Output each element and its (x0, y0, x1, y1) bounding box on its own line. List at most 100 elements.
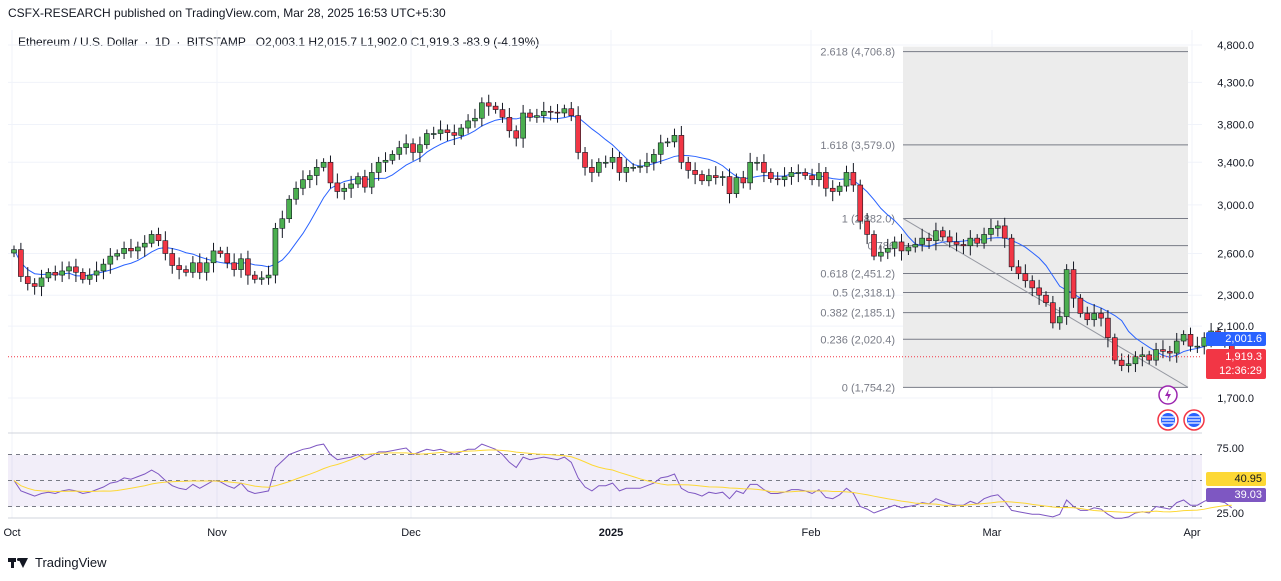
candle-body (313, 167, 320, 176)
candle-body (18, 249, 24, 277)
candle-body (692, 170, 698, 175)
candle-body (1077, 297, 1084, 314)
candle-body (375, 161, 382, 173)
fib-label: 0.236 (2,020.4) (820, 334, 895, 346)
candle-body (988, 228, 994, 235)
candle-body (967, 237, 974, 247)
candle-body (458, 127, 465, 136)
candle-body (651, 154, 657, 163)
candle-body (527, 112, 533, 118)
candle-body (368, 172, 375, 188)
candle-body (754, 161, 760, 164)
candle-body (499, 109, 506, 118)
candle-body (11, 249, 17, 254)
candle-body (141, 242, 148, 248)
candle-body (382, 159, 389, 163)
candle-body (726, 176, 733, 194)
candles (11, 94, 1235, 373)
candle-body (31, 283, 38, 287)
fib-label: 0 (1,754.2) (842, 382, 895, 394)
candle-body (657, 142, 664, 155)
candle-body (403, 143, 409, 148)
candle-body (1146, 354, 1152, 361)
lightning-icon (1165, 389, 1171, 401)
candle-body (1112, 337, 1118, 361)
candle-body (602, 161, 609, 164)
time-tick-label: Apr (1183, 527, 1200, 539)
time-tick-label: Feb (802, 527, 821, 539)
candle-body (1180, 334, 1187, 342)
candle-body (169, 253, 176, 266)
event-icons[interactable] (1157, 385, 1205, 431)
last-price-tag: 1,919.3 12:36:29 (1206, 349, 1266, 379)
candle-body (265, 274, 272, 279)
candle-body (589, 167, 595, 173)
candle-body (939, 230, 946, 238)
candle-body (774, 178, 781, 181)
tradingview-logo-icon (8, 557, 30, 569)
candle-body (410, 143, 416, 153)
candle-body (245, 258, 251, 276)
candle-body (891, 241, 898, 249)
candle-body (190, 262, 196, 273)
candle-body (52, 272, 59, 276)
candle-body (1173, 340, 1180, 354)
candle-body (823, 172, 829, 189)
candle-body (348, 183, 354, 189)
last-price-value: 1,919.3 (1225, 351, 1262, 363)
candle-body (389, 154, 396, 161)
fib-label: 1 (2,882.0) (842, 213, 895, 225)
candle-body (196, 262, 203, 273)
fib-extension-zone[interactable] (903, 46, 1188, 388)
candle-body (80, 272, 86, 280)
rsi-ma-tag: 40.95 (1206, 472, 1266, 486)
candle-body (100, 263, 107, 272)
candle-body (279, 218, 286, 229)
price-tick-label: 3,400.0 (1217, 157, 1254, 169)
price-axis[interactable]: 4,800.0 4,300.0 3,800.0 3,400.0 3,000.0 2,600… (1217, 40, 1254, 405)
candle-body (45, 272, 52, 279)
candle-body (733, 177, 740, 194)
candle-body (59, 270, 65, 276)
candle-body (1036, 287, 1042, 296)
candle-body (857, 184, 864, 222)
candle-body (678, 135, 685, 163)
candle-body (1160, 349, 1166, 352)
candle-body (355, 176, 361, 185)
candle-body (320, 161, 327, 168)
time-tick-label: Nov (207, 527, 227, 539)
candle-body (547, 110, 554, 113)
candle-body (437, 129, 444, 134)
candle-body (135, 246, 141, 252)
candle-body (561, 108, 568, 114)
candle-body (1022, 273, 1029, 282)
candle-body (506, 117, 513, 132)
candle-body (121, 248, 127, 254)
fib-label: 0.5 (2,318.1) (833, 288, 895, 300)
candle-body (554, 111, 561, 114)
candle-body (809, 175, 815, 181)
candle-body (128, 248, 134, 252)
candle-body (767, 172, 774, 179)
candle-body (1091, 313, 1097, 321)
time-axis[interactable]: Oct Nov Dec 2025 Feb Mar Apr (3, 527, 1200, 539)
candle-body (871, 234, 877, 257)
candle-body (905, 246, 912, 252)
candle-body (38, 277, 45, 287)
candle-body (472, 117, 478, 122)
candle-body (217, 250, 224, 254)
candle-body (1029, 280, 1036, 289)
candle-body (300, 179, 306, 189)
candle-body (444, 129, 451, 133)
candle-body (981, 234, 987, 244)
fib-levels: 2.618 (4,706.8) 1.618 (3,579.0) 1 (2,882.0… (820, 47, 1188, 394)
candle-body (86, 274, 93, 280)
candle-body (829, 187, 836, 192)
candle-body (898, 241, 905, 252)
footer-brand[interactable]: TradingView (8, 555, 107, 570)
candle-body (1056, 316, 1063, 324)
candle-body (451, 132, 458, 136)
candle-body (534, 115, 540, 118)
candle-body (396, 147, 403, 155)
